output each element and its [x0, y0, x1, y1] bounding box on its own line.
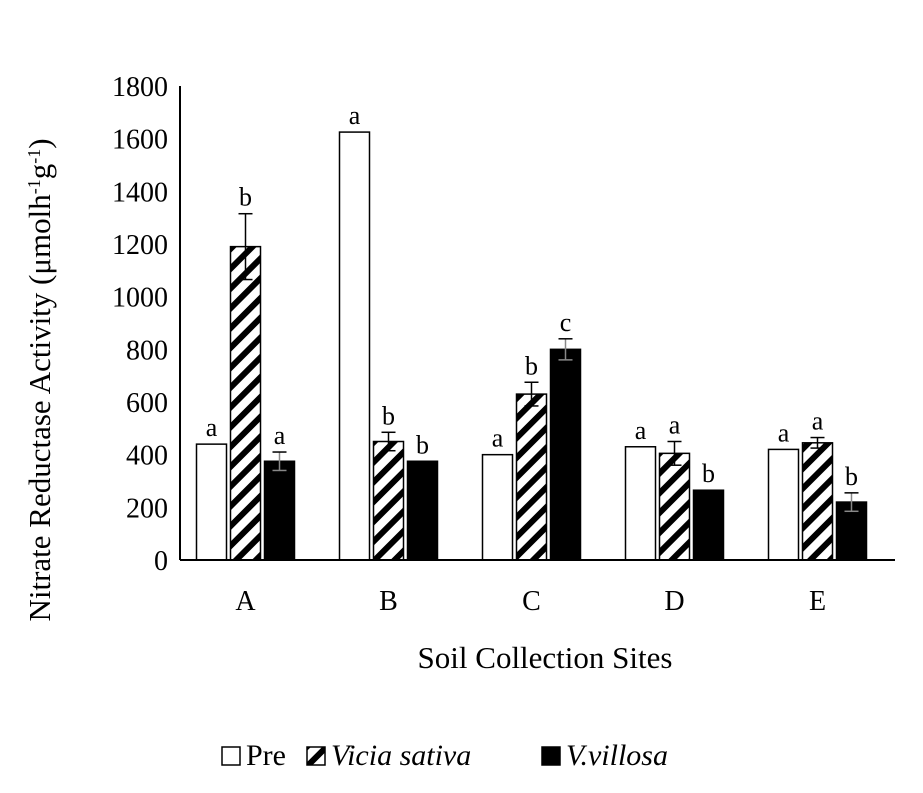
significance-label: b: [525, 351, 538, 380]
significance-label: a: [812, 407, 824, 436]
significance-label: b: [845, 462, 858, 491]
bar: [338, 131, 371, 561]
legend-swatch: [306, 746, 326, 766]
significance-label: a: [635, 416, 647, 445]
bar: [801, 442, 834, 561]
significance-label: a: [778, 418, 790, 447]
legend: Pre Vicia sativa V.villosa: [221, 739, 668, 772]
x-tick-label: A: [235, 586, 256, 617]
bar: [406, 460, 439, 561]
y-tick-label: 800: [126, 335, 168, 366]
bars: [195, 131, 868, 561]
error-bar: [238, 212, 253, 281]
x-tick-label: E: [809, 586, 826, 617]
error-bar: [272, 451, 287, 472]
bar: [658, 452, 691, 561]
legend-item: Vicia sativa: [306, 739, 471, 772]
bar: [767, 448, 800, 561]
significance-label: b: [239, 183, 252, 212]
significance-label: b: [702, 459, 715, 488]
bar: [624, 446, 657, 561]
legend-swatch: [541, 746, 561, 766]
x-tick-label: C: [522, 586, 541, 617]
legend-label: V.villosa: [566, 739, 668, 772]
y-tick-label: 1200: [112, 230, 168, 261]
significance-label: a: [274, 421, 286, 450]
significance-label: a: [492, 424, 504, 453]
significance-label: a: [349, 101, 361, 130]
error-bar: [381, 431, 396, 452]
y-axis-ticks: 0 200 400 600 800 1000 1200 1400 1600 1800: [112, 72, 168, 577]
bar: [263, 460, 296, 561]
x-axis-ticks: A B C D E: [235, 586, 826, 617]
error-bar: [558, 338, 573, 361]
legend-label: Vicia sativa: [331, 739, 471, 772]
x-axis-title: Soil Collection Sites: [418, 640, 673, 675]
y-tick-label: 1000: [112, 283, 168, 314]
error-bar: [810, 436, 825, 449]
error-bar: [667, 440, 682, 466]
bar: [692, 489, 725, 561]
legend-label: Pre: [246, 739, 286, 772]
significance-label: a: [206, 413, 218, 442]
bar: [372, 440, 405, 561]
error-bar: [524, 381, 539, 407]
legend-item: Pre: [221, 739, 286, 772]
y-tick-label: 1800: [112, 72, 168, 103]
significance-label: c: [560, 308, 572, 337]
y-tick-label: 200: [126, 493, 168, 524]
legend-swatch: [221, 746, 241, 766]
error-bars: [238, 212, 859, 513]
bar: [481, 453, 514, 561]
legend-item: V.villosa: [541, 739, 668, 772]
bar: [549, 348, 582, 561]
y-tick-label: 0: [154, 546, 168, 577]
y-axis-title: Nitrate Reductase Activity (μmolh-1g-1): [22, 138, 57, 621]
significance-label: b: [416, 430, 429, 459]
x-tick-label: B: [379, 586, 398, 617]
significance-label: a: [669, 411, 681, 440]
y-tick-label: 1600: [112, 125, 168, 156]
error-bar: [844, 492, 859, 513]
y-tick-label: 600: [126, 388, 168, 419]
bar: [195, 443, 228, 561]
svg-text:Nitrate Reductase Activity (μm: Nitrate Reductase Activity (μmolh-1g-1): [22, 138, 57, 621]
bar: [229, 245, 262, 561]
bar: [515, 393, 548, 561]
x-tick-label: D: [664, 586, 684, 617]
y-tick-label: 1400: [112, 177, 168, 208]
significance-label: b: [382, 401, 395, 430]
y-tick-label: 400: [126, 441, 168, 472]
